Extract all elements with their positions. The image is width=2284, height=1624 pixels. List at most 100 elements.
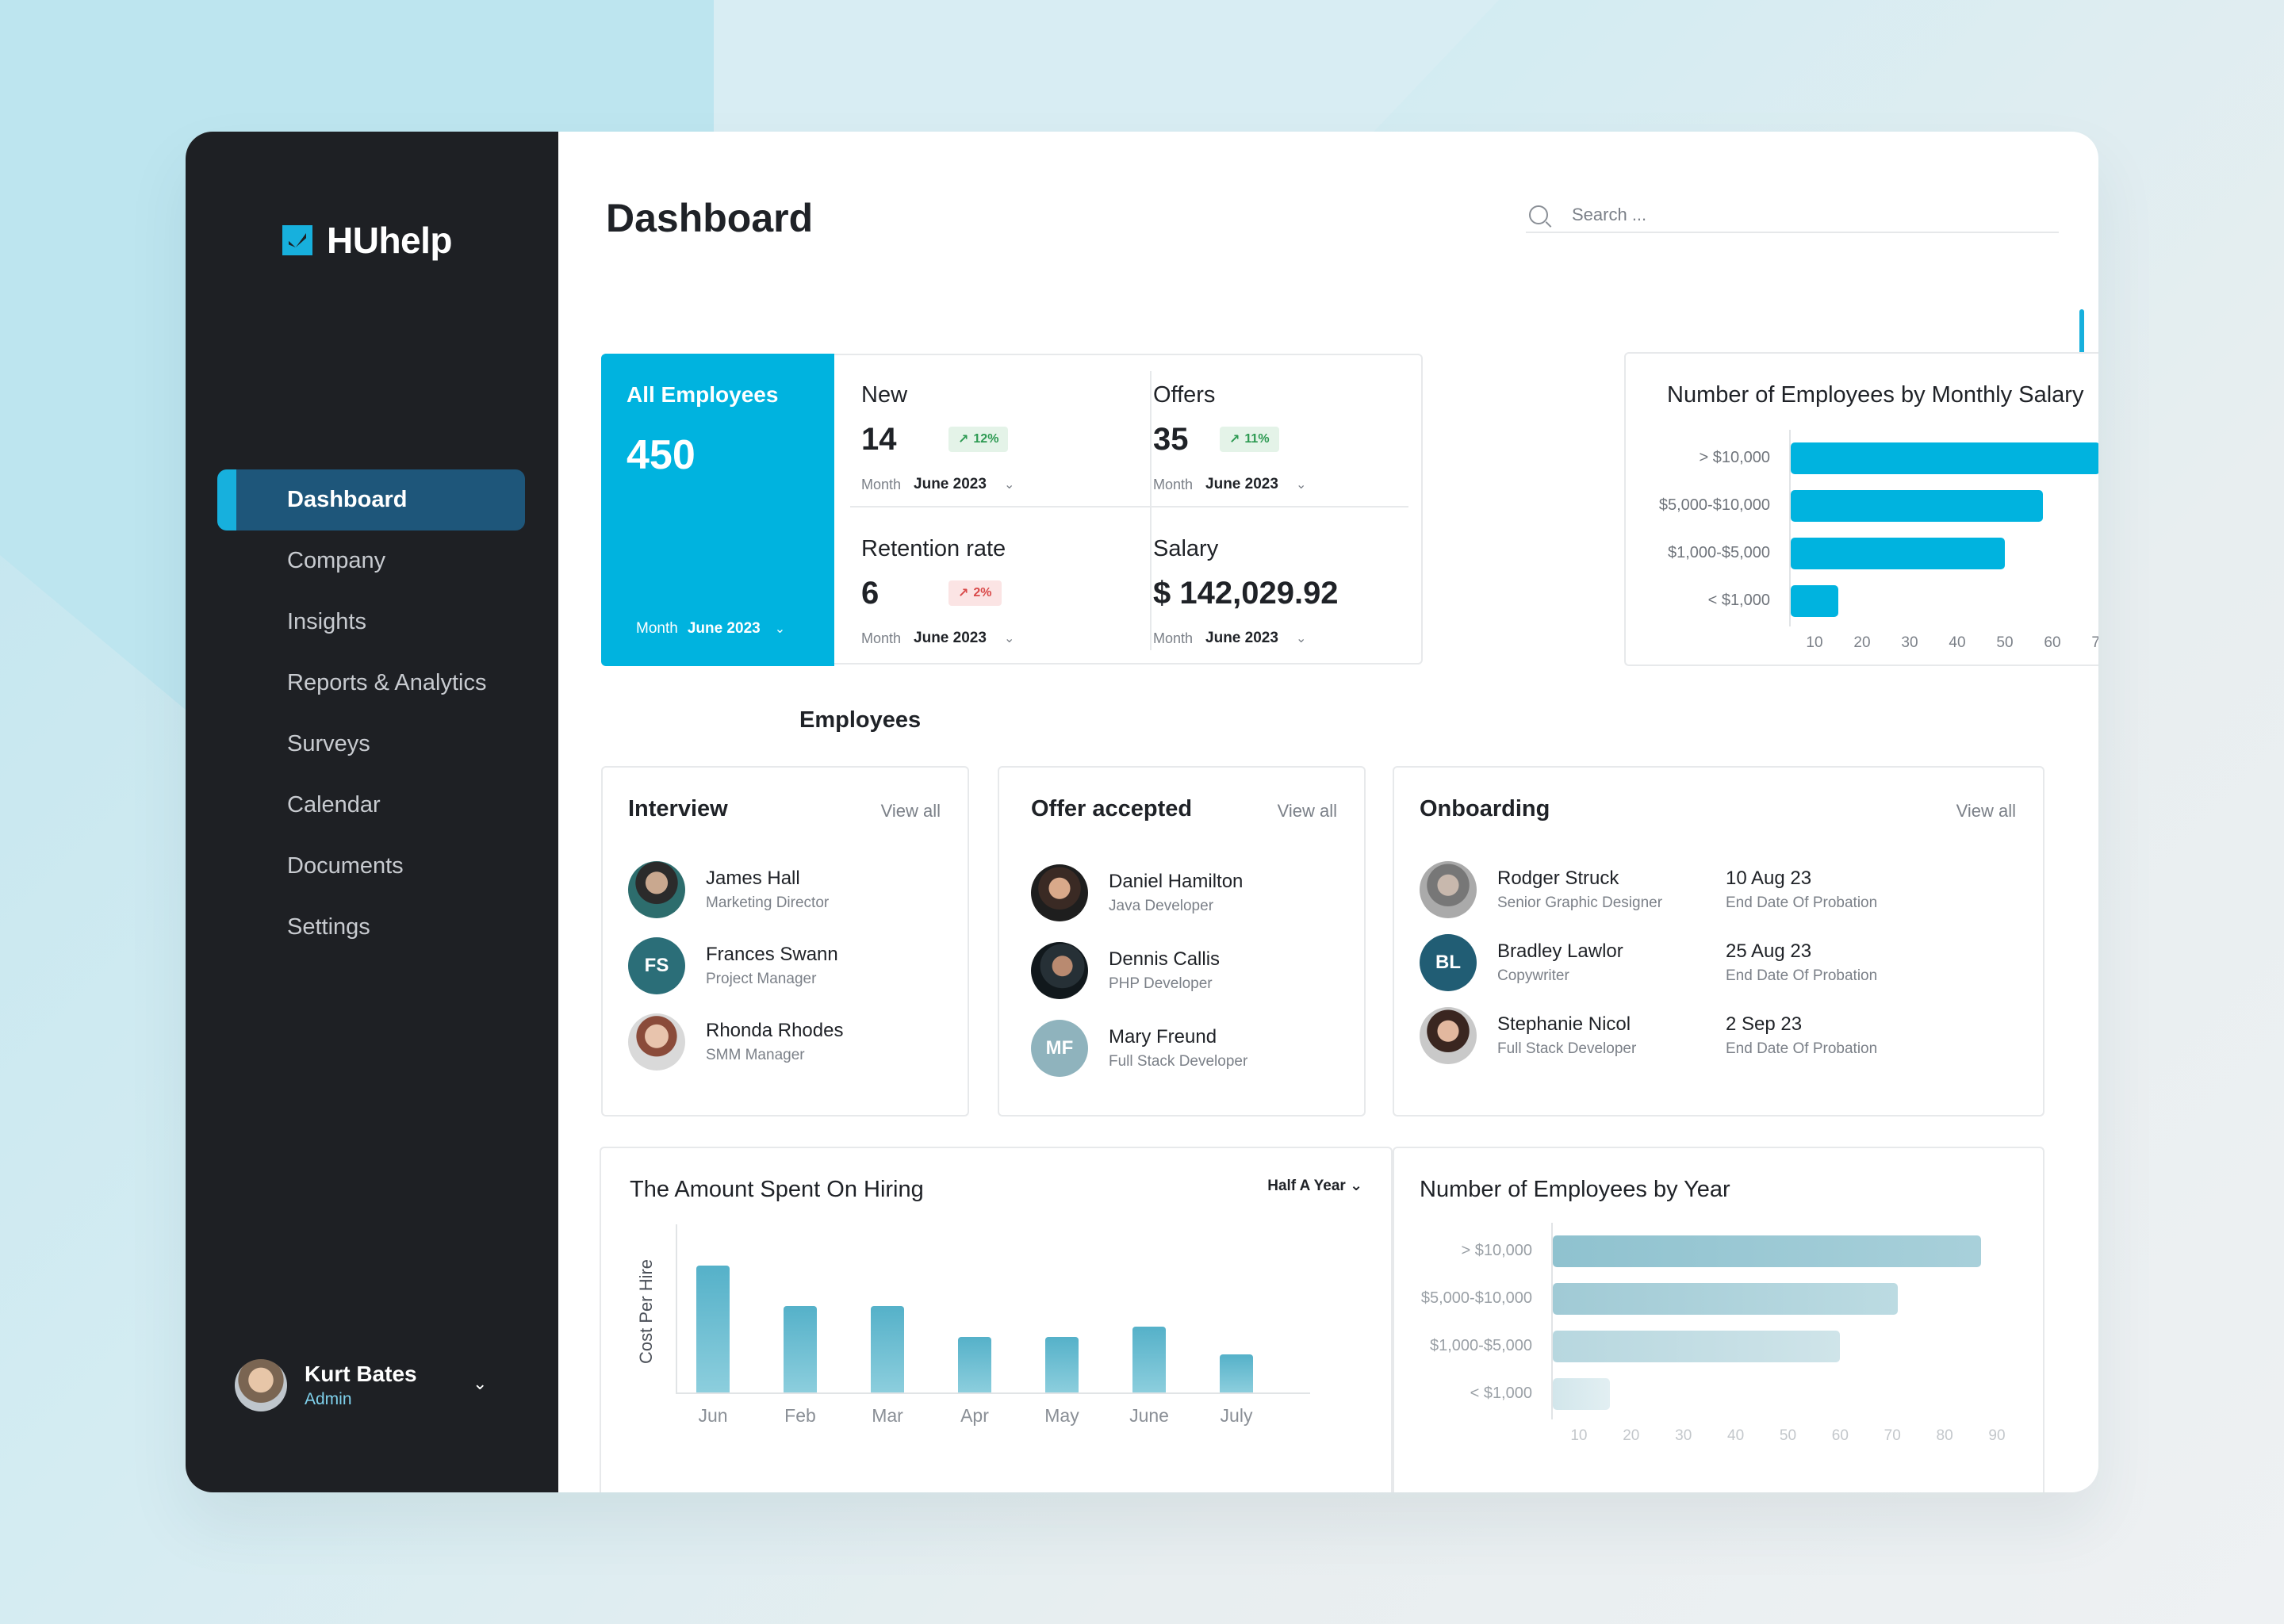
app-window: HUhelp Dashboard Company Insights Report… — [186, 132, 2098, 1492]
tick-label: 90 — [1988, 1427, 2006, 1444]
view-all-link[interactable]: View all — [1956, 801, 2016, 821]
list-item[interactable]: FS Frances Swann Project Manager — [628, 937, 838, 994]
chart-title: Number of Employees by Year — [1420, 1177, 1730, 1202]
view-all-link[interactable]: View all — [1277, 801, 1337, 821]
tick-label: 60 — [1831, 1427, 1849, 1444]
list-item[interactable]: Daniel Hamilton Java Developer — [1031, 864, 1243, 921]
page-title: Dashboard — [606, 196, 814, 240]
bar-label: $1,000-$5,000 — [1667, 544, 1770, 561]
list-item[interactable]: MF Mary Freund Full Stack Developer — [1031, 1020, 1247, 1077]
kpi-value: 14 — [861, 422, 897, 457]
person-role: Copywriter — [1497, 967, 1569, 984]
tick-label: 70 — [1884, 1427, 1901, 1444]
list-item[interactable]: BL Bradley Lawlor Copywriter — [1420, 934, 1623, 991]
all-employees-panel: All Employees 450 Month June 2023 ⌄ — [601, 354, 834, 666]
avatar — [1420, 1007, 1477, 1064]
trend-up-icon: ↗ — [958, 433, 969, 446]
sidebar-item-reports[interactable]: Reports & Analytics — [287, 670, 487, 695]
avatar — [235, 1359, 287, 1411]
tick-label: 10 — [1570, 1427, 1588, 1444]
axis-line — [676, 1392, 1310, 1394]
employees-by-year-card: Number of Employees by Year > $10,000 $5,… — [1393, 1147, 2044, 1492]
kpi-title: New — [861, 382, 908, 408]
person-role: Project Manager — [706, 971, 817, 987]
bar — [1132, 1326, 1166, 1392]
tick-label: 60 — [2044, 634, 2061, 651]
person-name: Frances Swann — [706, 944, 838, 965]
onboarding-card: Onboarding View all Rodger Struck Senior … — [1393, 766, 2044, 1116]
user-menu[interactable]: Kurt Bates Admin ⌄ — [235, 1359, 487, 1411]
person-name: Mary Freund — [1109, 1026, 1217, 1048]
sidebar-item-calendar[interactable]: Calendar — [287, 792, 381, 818]
sidebar-item-company[interactable]: Company — [287, 548, 386, 573]
sidebar-item-settings[interactable]: Settings — [287, 914, 370, 940]
user-name: Kurt Bates — [305, 1362, 417, 1386]
search-input[interactable] — [1572, 205, 2016, 225]
list-item[interactable]: Rodger Struck Senior Graphic Designer — [1420, 861, 1662, 918]
month-selector[interactable]: Month June 2023 ⌄ — [861, 476, 1015, 492]
card-title: Interview — [628, 796, 728, 822]
user-role: Admin — [305, 1390, 352, 1408]
kpi-retention: Retention rate 6 ↗ 2% Month June 2023 ⌄ — [861, 509, 1155, 660]
bar — [1553, 1283, 1898, 1315]
avatar — [1031, 864, 1088, 921]
sidebar-item-surveys[interactable]: Surveys — [287, 731, 370, 756]
tick-label: 20 — [1623, 1427, 1640, 1444]
logo-text: HUhelp — [327, 220, 453, 261]
person-name: Stephanie Nicol — [1497, 1013, 1631, 1035]
bar-label: > $10,000 — [1461, 1242, 1532, 1259]
tick-label: 20 — [1853, 634, 1871, 651]
trend-down-icon: ↗ — [958, 587, 969, 600]
chart-title: The Amount Spent On Hiring — [630, 1177, 924, 1202]
offer-accepted-card: Offer accepted View all Daniel Hamilton J… — [998, 766, 1366, 1116]
tick-label: Jun — [698, 1405, 728, 1426]
person-name: James Hall — [706, 868, 800, 889]
kpi-offers: Offers 35 ↗ 11% Month June 2023 ⌄ — [1153, 355, 1447, 506]
trend-up-icon: ↗ — [1229, 433, 1240, 446]
sidebar-item-insights[interactable]: Insights — [287, 609, 366, 634]
kpi-card: All Employees 450 Month June 2023 ⌄ New 14… — [601, 354, 1423, 666]
tick-label: 40 — [1949, 634, 1966, 651]
person-role: Full Stack Developer — [1109, 1053, 1248, 1070]
list-item[interactable]: James Hall Marketing Director — [628, 861, 829, 918]
bar — [1553, 1331, 1841, 1362]
list-item[interactable]: Rhonda Rhodes SMM Manager — [628, 1013, 843, 1071]
all-employees-value: 450 — [627, 432, 696, 478]
tick-label: 50 — [1996, 634, 2014, 651]
kpi-title: Salary — [1153, 536, 1219, 561]
axis-line — [1551, 1223, 1553, 1419]
chevron-down-icon: ⌄ — [1003, 632, 1015, 645]
person-name: Bradley Lawlor — [1497, 940, 1623, 962]
person-role: SMM Manager — [706, 1047, 805, 1063]
kpi-value: 6 — [861, 576, 879, 611]
avatar — [628, 861, 685, 918]
month-selector[interactable]: Month June 2023 ⌄ — [636, 620, 785, 638]
hiring-chart-card: The Amount Spent On Hiring Half A Year ⌄… — [600, 1147, 1393, 1492]
list-item[interactable]: Dennis Callis PHP Developer — [1031, 942, 1220, 999]
tick-label: 30 — [1675, 1427, 1692, 1444]
chart-title: Number of Employees by Monthly Salary — [1667, 382, 2084, 408]
month-selector[interactable]: Month June 2023 ⌄ — [1153, 476, 1307, 492]
chevron-down-icon[interactable]: ⌄ — [473, 1373, 488, 1393]
probation-date: 25 Aug 23 End Date Of Probation — [1726, 940, 1878, 984]
month-selector[interactable]: Month June 2023 ⌄ — [1153, 630, 1307, 646]
period-select[interactable]: Half A Year ⌄ — [1267, 1178, 1362, 1194]
person-role: Senior Graphic Designer — [1497, 894, 1663, 911]
bar-label: $1,000-$5,000 — [1429, 1337, 1532, 1354]
logo[interactable]: HUhelp — [282, 219, 453, 262]
view-all-link[interactable]: View all — [880, 801, 941, 821]
bar — [958, 1336, 991, 1392]
person-name: Rhonda Rhodes — [706, 1020, 844, 1041]
avatar: BL — [1420, 934, 1477, 991]
kpi-value: $ 142,029.92 — [1153, 576, 1339, 611]
list-item[interactable]: Stephanie Nicol Full Stack Developer — [1420, 1007, 1636, 1064]
avatar — [628, 1013, 685, 1071]
person-role: Marketing Director — [706, 894, 830, 911]
month-selector[interactable]: Month June 2023 ⌄ — [861, 630, 1015, 646]
bar-label: < $1,000 — [1470, 1385, 1532, 1402]
sidebar-item-documents[interactable]: Documents — [287, 853, 404, 879]
sidebar-item-dashboard[interactable]: Dashboard — [217, 469, 525, 530]
divider — [850, 506, 1408, 508]
search-bar — [1526, 198, 2059, 233]
scrollbar-thumb[interactable] — [2079, 309, 2084, 371]
